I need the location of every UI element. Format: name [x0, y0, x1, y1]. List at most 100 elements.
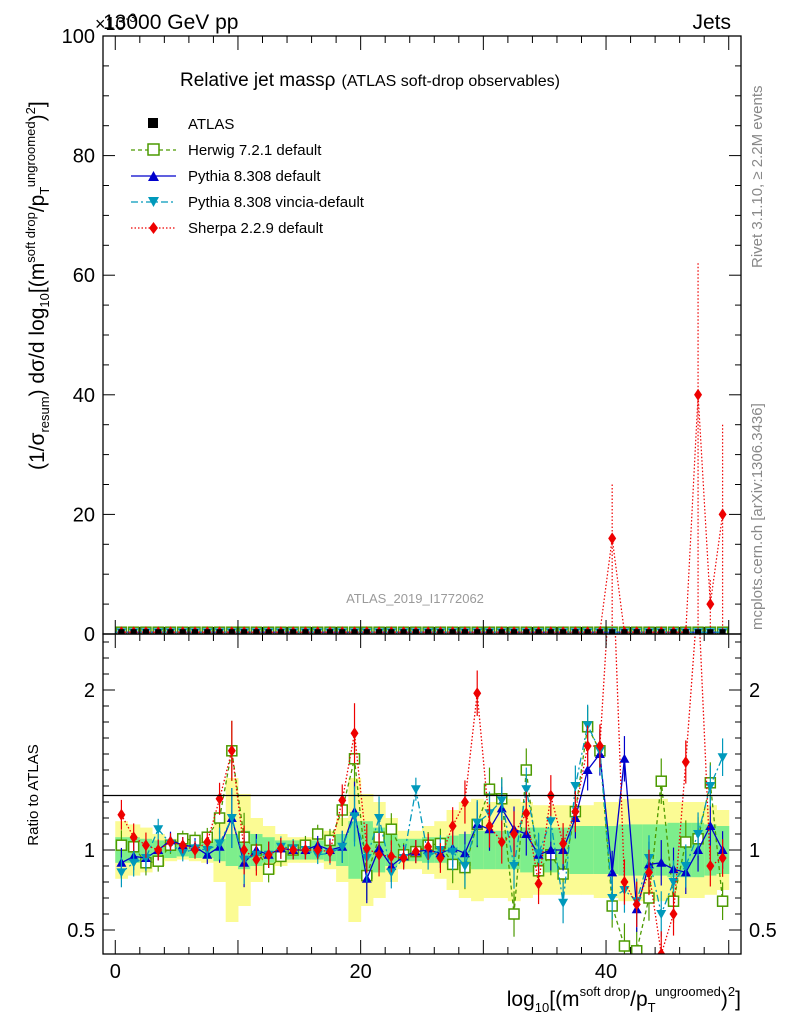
band-inner-bin: [618, 824, 632, 876]
sherpa-marker: [178, 839, 187, 852]
legend-atlas-label: ATLAS: [188, 116, 234, 133]
ratio-ytick-label: 1: [84, 840, 95, 862]
sherpa-marker: [154, 844, 163, 856]
ratio-ytick-label: 0.5: [67, 920, 95, 942]
atlas-data-point: [609, 629, 616, 634]
atlas-data-point: [277, 629, 284, 634]
atlas-data-point: [216, 629, 223, 634]
legend-pythia-marker: [148, 171, 159, 181]
atlas-data-point: [596, 629, 603, 634]
atlas-data-point: [498, 629, 505, 634]
vincia-marker: [472, 818, 483, 828]
vincia-marker: [153, 825, 164, 835]
sherpa-marker: [510, 828, 519, 840]
sherpa-marker: [362, 842, 371, 855]
sherpa-marker: [301, 844, 310, 856]
main-ylabel: (1/σresum) dσ/d log10[(msoft drop/pTungr…: [23, 101, 52, 470]
atlas-data-point: [302, 629, 309, 634]
sherpa-marker: [718, 508, 727, 521]
sherpa-marker: [620, 876, 629, 888]
vincia-marker: [386, 868, 397, 878]
vincia-marker: [116, 868, 127, 878]
sherpa-marker: [411, 845, 420, 858]
atlas-data-point: [621, 629, 628, 634]
svg-text:(1/σresum) dσ/d log10[(msoft d: (1/σresum) dσ/d log10[(msoft drop/pTungr…: [23, 101, 52, 470]
sherpa-marker: [375, 848, 384, 861]
atlas-data-point: [572, 629, 579, 634]
legend-herwig-label: Herwig 7.2.1 default: [188, 142, 322, 159]
herwig-marker: [508, 908, 520, 920]
herwig-marker: [385, 823, 398, 835]
ratio-frame: [102, 633, 742, 955]
atlas-data-point: [155, 629, 162, 634]
vincia-marker: [496, 796, 507, 806]
atlas-data-point: [425, 629, 432, 634]
vincia-marker: [177, 849, 188, 859]
atlas-data-point: [339, 629, 346, 634]
sherpa-marker: [583, 740, 592, 752]
atlas-data-point: [535, 629, 542, 634]
ratio-ytick-label-right: 0.5: [749, 920, 777, 942]
band-inner-bin: [581, 826, 595, 874]
sherpa-marker: [338, 794, 347, 807]
category-label: Jets: [692, 11, 731, 34]
sherpa-marker: [681, 756, 690, 768]
vincia-marker: [128, 858, 139, 868]
main-ytick-label: 60: [73, 265, 95, 287]
legend-sherpa-marker: [149, 222, 158, 234]
sherpa-marker: [559, 837, 568, 850]
pythia-marker: [545, 845, 556, 854]
atlas-data-point: [204, 629, 211, 634]
rivet-label: Rivet 3.1.10, ≥ 2.2M events: [749, 86, 766, 269]
ratio-ytick-label: 2: [84, 680, 95, 702]
sherpa-marker: [264, 848, 273, 861]
sherpa-marker: [289, 844, 298, 856]
sherpa-marker: [608, 532, 617, 545]
band-inner-bin: [225, 834, 239, 866]
xtick-label: 20: [350, 961, 372, 983]
vincia-marker: [459, 862, 470, 871]
atlas-data-point: [547, 629, 554, 634]
sherpa-marker: [240, 844, 249, 856]
vincia-marker: [374, 814, 385, 823]
ratio-ytick-label-right: 2: [749, 680, 760, 702]
atlas-data-point: [707, 629, 714, 634]
atlas-data-point: [363, 629, 370, 634]
legend-sherpa-label: Sherpa 2.2.9 default: [188, 220, 324, 237]
vincia-marker: [349, 812, 360, 822]
atlas-data-point: [719, 629, 726, 634]
sherpa-marker: [497, 836, 506, 848]
band-inner-bin: [471, 830, 484, 870]
atlas-data-point: [511, 629, 518, 634]
atlas-data-point: [290, 629, 297, 634]
sherpa-marker: [534, 877, 543, 890]
sherpa-marker: [595, 740, 604, 752]
band-inner-bin: [593, 826, 607, 874]
pythia-marker: [656, 857, 667, 867]
sherpa-marker: [644, 866, 653, 879]
sherpa-marker: [325, 845, 334, 858]
legend: ATLAS Herwig 7.2.1 default Pythia 8.308 …: [131, 116, 365, 237]
sherpa-marker: [399, 852, 408, 864]
atlas-data-point: [658, 629, 665, 634]
main-ytick-label: 20: [73, 504, 95, 526]
xlabel: log10[(msoft drop/pTungroomed)2]: [507, 984, 741, 1015]
sherpa-marker: [129, 831, 138, 844]
vincia-marker: [668, 878, 679, 887]
herwig-marker: [716, 895, 729, 907]
atlas-data-point: [326, 629, 333, 634]
atlas-data-point: [645, 629, 652, 634]
atlas-data-point: [560, 629, 567, 634]
watermark: ATLAS_2019_I1772062: [346, 591, 484, 606]
sherpa-marker: [448, 820, 457, 832]
main-ytick-label: 80: [73, 146, 95, 168]
ratio-ytick-label-right: 1: [749, 840, 760, 862]
legend-vincia-marker: [148, 197, 159, 207]
atlas-data-point: [130, 629, 137, 634]
band-inner-bin: [348, 821, 362, 879]
mcplots-label: mcplots.cern.ch [arXiv:1306.3436]: [749, 403, 766, 630]
legend-vincia-label: Pythia 8.308 vincia-default: [188, 194, 365, 211]
sherpa-marker: [706, 598, 715, 611]
